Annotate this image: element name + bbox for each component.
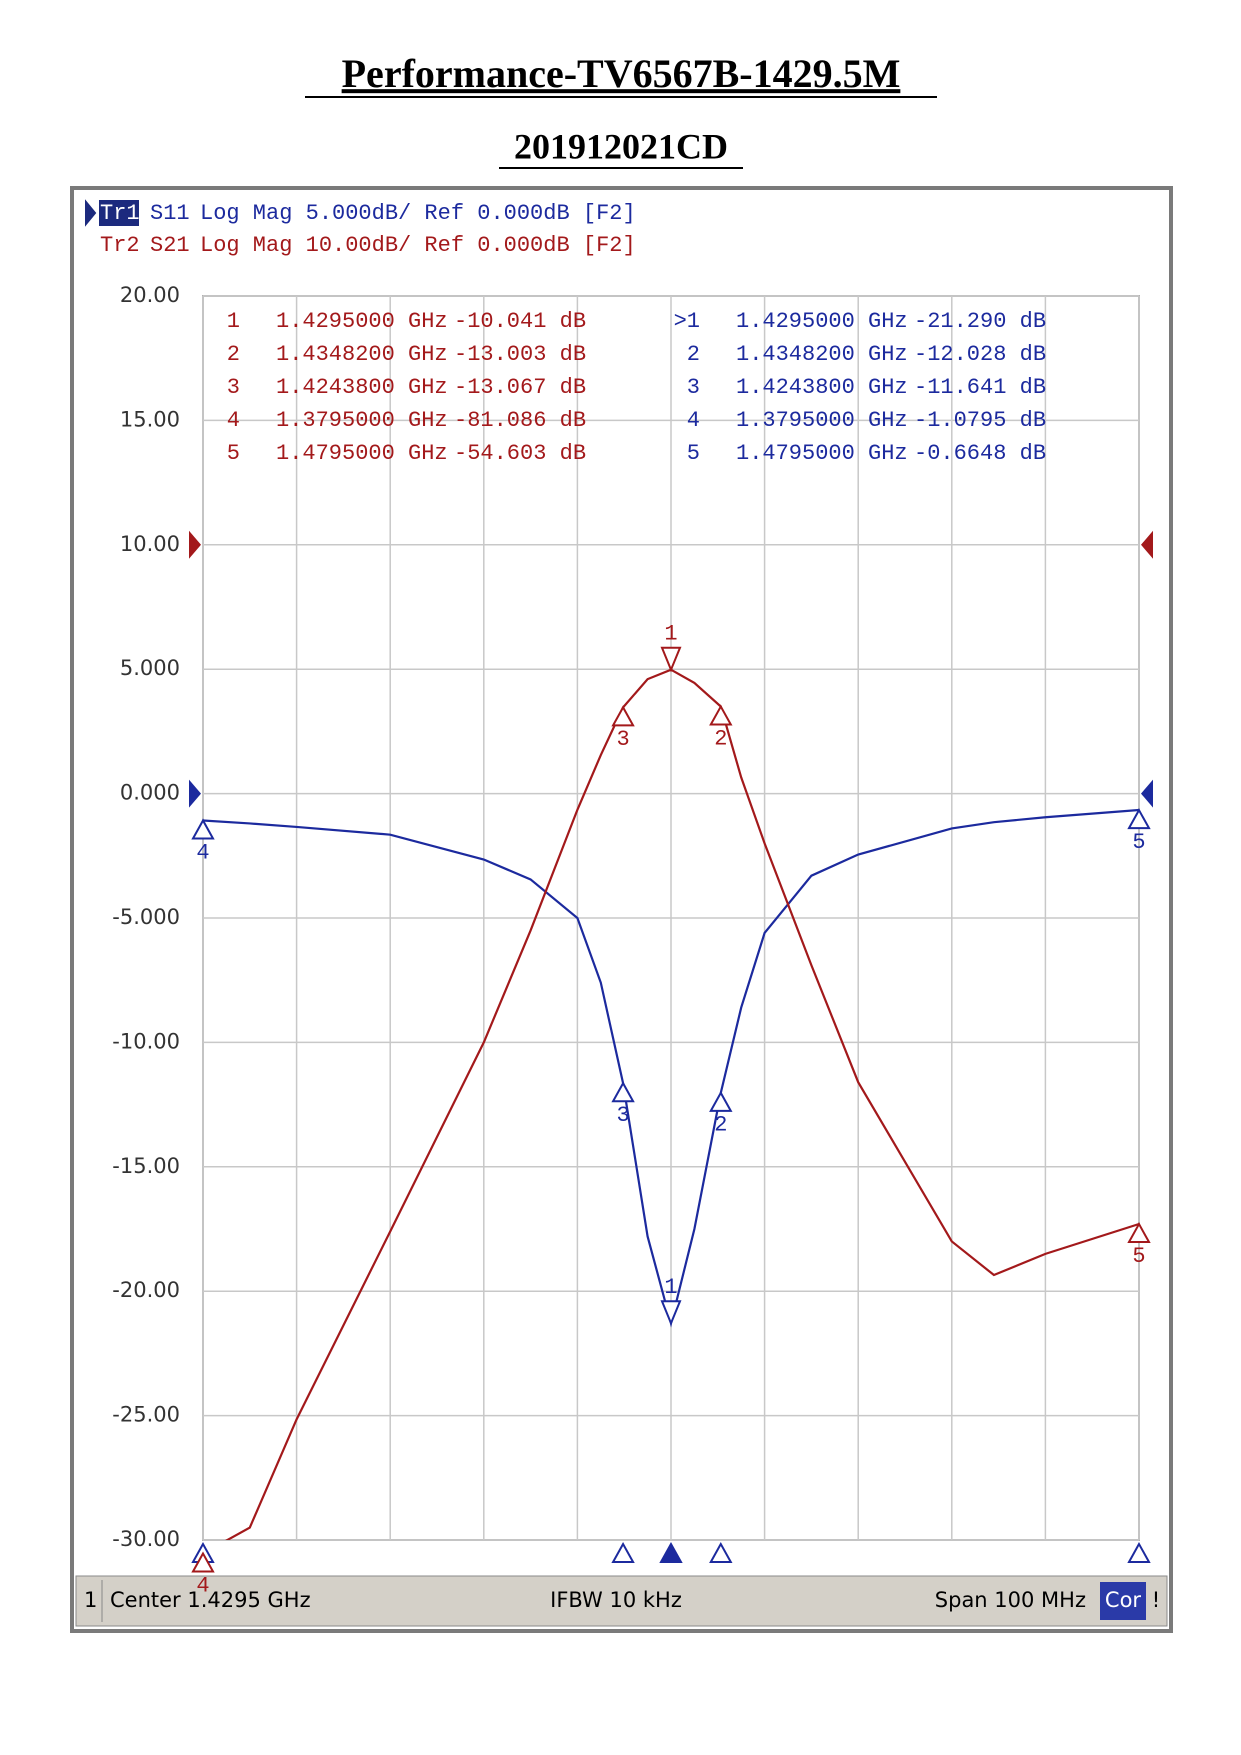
y-tick-label: 10.00 xyxy=(120,532,180,556)
active-trace-box xyxy=(99,200,139,226)
y-tick-label: 5.000 xyxy=(120,656,180,680)
marker-readout-name: 5 xyxy=(687,441,700,466)
marker-readout-value: -13.003 dB xyxy=(454,342,586,367)
marker-readout-value: -13.067 dB xyxy=(454,375,586,400)
marker-readout-x: 1.4795000 GHz xyxy=(736,441,908,466)
axis-marker xyxy=(611,1541,635,1563)
marker xyxy=(660,1300,682,1326)
marker-readout-x: 1.4295000 GHz xyxy=(276,309,448,334)
marker-readout-x: 1.4295000 GHz xyxy=(736,309,908,334)
ref-arrow xyxy=(189,530,201,559)
marker-readout-value: -81.086 dB xyxy=(454,408,586,433)
title: Performance-TV6567B-1429.5M xyxy=(342,51,901,96)
status-alert: ! xyxy=(1152,1588,1160,1612)
marker-readout-value: -0.6648 dB xyxy=(914,441,1046,466)
trace-name: S11 xyxy=(150,201,190,226)
trace-name: S21 xyxy=(150,233,190,258)
status-cor: Cor xyxy=(1105,1588,1142,1612)
status-channel: 1 xyxy=(84,1588,97,1612)
marker xyxy=(1127,1222,1151,1244)
status-bar xyxy=(75,1575,1168,1627)
marker-label: 3 xyxy=(616,1103,629,1128)
screen-frame xyxy=(70,186,1173,1633)
y-tick-label: -30.00 xyxy=(112,1527,180,1551)
trace-format: Log Mag 10.00dB/ Ref 0.000dB [F2] xyxy=(200,233,636,258)
marker-readout-name: 4 xyxy=(227,408,240,433)
marker xyxy=(1127,808,1151,830)
y-tick-label: 15.00 xyxy=(120,407,180,431)
marker-readout-x: 1.4348200 GHz xyxy=(736,342,908,367)
marker-label: 5 xyxy=(1132,1244,1145,1269)
marker-label: 4 xyxy=(196,1573,209,1598)
marker-readout-value: -10.041 dB xyxy=(454,309,586,334)
ref-arrow xyxy=(1141,530,1153,559)
marker-readout-x: 1.3795000 GHz xyxy=(736,408,908,433)
marker-readout-x: 1.4348200 GHz xyxy=(276,342,448,367)
marker xyxy=(611,705,635,727)
y-tick-label: -20.00 xyxy=(112,1278,180,1302)
marker-readout-x: 1.4795000 GHz xyxy=(276,441,448,466)
status-cor-box xyxy=(1100,1582,1146,1620)
marker-label: 1 xyxy=(664,622,677,647)
marker-readout-x: 1.4243800 GHz xyxy=(736,375,908,400)
marker-readout-value: -12.028 dB xyxy=(914,342,1046,367)
axis-marker xyxy=(1127,1541,1151,1563)
y-tick-label: -5.000 xyxy=(112,905,180,929)
marker-readout-name: 4 xyxy=(687,408,700,433)
marker xyxy=(709,1090,733,1112)
y-tick-label: -10.00 xyxy=(112,1029,180,1053)
marker-label: 2 xyxy=(714,726,727,751)
status-ifbw: IFBW 10 kHz xyxy=(550,1588,682,1612)
ref-arrow xyxy=(189,779,201,808)
marker-readout-value: -1.0795 dB xyxy=(914,408,1046,433)
marker-readout-x: 1.4243800 GHz xyxy=(276,375,448,400)
marker xyxy=(191,1551,215,1573)
axis-marker xyxy=(709,1541,733,1563)
marker xyxy=(709,704,733,726)
trace-format: Log Mag 5.000dB/ Ref 0.000dB [F2] xyxy=(200,201,636,226)
y-tick-label: -15.00 xyxy=(112,1154,180,1178)
y-tick-label: 20.00 xyxy=(120,283,180,307)
marker-label: 3 xyxy=(616,727,629,752)
active-arrow xyxy=(85,199,97,227)
trace-id: Tr2 xyxy=(100,233,140,258)
marker-label: 1 xyxy=(664,1275,677,1300)
marker xyxy=(611,1081,635,1103)
status-span: Span 100 MHz xyxy=(935,1588,1086,1612)
marker-label: 4 xyxy=(196,840,209,865)
marker-label: 2 xyxy=(714,1113,727,1138)
marker-readout-name: 2 xyxy=(687,342,700,367)
y-tick-label: 0.000 xyxy=(120,781,180,805)
status-center: Center 1.4295 GHz xyxy=(110,1588,311,1612)
marker-readout-value: -11.641 dB xyxy=(914,375,1046,400)
marker-readout-value: -21.290 dB xyxy=(914,309,1046,334)
subtitle: 201912021CD xyxy=(514,126,728,166)
marker-readout-name: 1 xyxy=(227,309,240,334)
marker-label: 5 xyxy=(1132,830,1145,855)
axis-marker xyxy=(659,1541,683,1563)
marker-readout-name: 3 xyxy=(227,375,240,400)
ref-arrow xyxy=(1141,779,1153,808)
chart: 20.00 15.00 10.00 5.000 0.000 -5.000 -10.00 -15… xyxy=(84,199,1160,1622)
y-tick-label: -25.00 xyxy=(112,1403,180,1427)
marker-readout-name: >1 xyxy=(674,309,700,334)
marker-readout-value: -54.603 dB xyxy=(454,441,586,466)
marker xyxy=(191,818,215,840)
marker-readout-name: 3 xyxy=(687,375,700,400)
marker-readout-name: 5 xyxy=(227,441,240,466)
marker xyxy=(660,646,682,673)
marker-readout-name: 2 xyxy=(227,342,240,367)
trace-id: Tr1 xyxy=(100,201,140,226)
marker-readout-x: 1.3795000 GHz xyxy=(276,408,448,433)
